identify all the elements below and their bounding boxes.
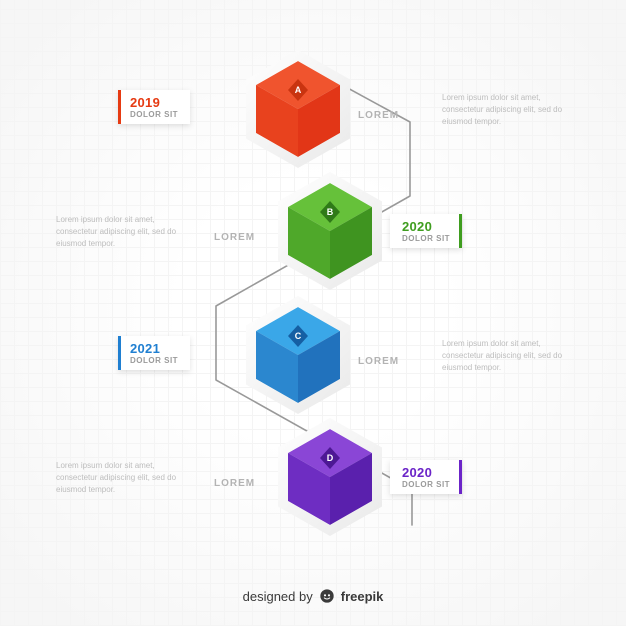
step-heading: LOREM	[358, 110, 399, 121]
step-paragraph: Lorem ipsum dolor sit amet, consectetur …	[442, 338, 582, 374]
year-subtitle: Dolor Sit	[130, 356, 178, 365]
step-paragraph: Lorem ipsum dolor sit amet, consectetur …	[56, 460, 196, 496]
step-heading: LOREM	[214, 478, 255, 489]
step-letter: C	[295, 331, 302, 341]
hexagon-outer: C	[246, 296, 350, 414]
step-letter: D	[327, 453, 334, 463]
footer-prefix: designed by	[243, 589, 313, 604]
step-letter: A	[295, 85, 302, 95]
year-badge: 2020 Dolor Sit	[390, 214, 462, 248]
hexagon-step: D	[278, 418, 382, 536]
year-label: 2020	[402, 219, 450, 234]
hexagon-inner: D	[288, 429, 372, 525]
badge-body: 2020 Dolor Sit	[390, 460, 459, 494]
hexagon-outer: D	[278, 418, 382, 536]
hexagon-step: B	[278, 172, 382, 290]
year-label: 2019	[130, 95, 178, 110]
step-heading: LOREM	[214, 232, 255, 243]
infographic-canvas: designed by freepik A 2019 Dolor Sit LOR…	[0, 0, 626, 626]
step-paragraph: Lorem ipsum dolor sit amet, consectetur …	[442, 92, 582, 128]
hexagon-step: A	[246, 50, 350, 168]
year-subtitle: Dolor Sit	[402, 234, 450, 243]
attribution-footer: designed by freepik	[0, 588, 626, 604]
step-heading: LOREM	[358, 356, 399, 367]
badge-body: 2020 Dolor Sit	[390, 214, 459, 248]
badge-body: 2019 Dolor Sit	[121, 90, 190, 124]
year-subtitle: Dolor Sit	[130, 110, 178, 119]
hexagon-step: C	[246, 296, 350, 414]
year-badge: 2019 Dolor Sit	[118, 90, 190, 124]
badge-accent-bar	[459, 460, 462, 494]
year-label: 2021	[130, 341, 178, 356]
hexagon-inner: A	[256, 61, 340, 157]
year-badge: 2021 Dolor Sit	[118, 336, 190, 370]
badge-body: 2021 Dolor Sit	[121, 336, 190, 370]
freepik-logo-icon	[319, 588, 335, 604]
step-letter: B	[327, 207, 334, 217]
hexagon-outer: B	[278, 172, 382, 290]
hexagon-inner: B	[288, 183, 372, 279]
year-badge: 2020 Dolor Sit	[390, 460, 462, 494]
badge-accent-bar	[459, 214, 462, 248]
step-paragraph: Lorem ipsum dolor sit amet, consectetur …	[56, 214, 196, 250]
year-label: 2020	[402, 465, 450, 480]
hexagon-inner: C	[256, 307, 340, 403]
footer-brand: freepik	[341, 589, 384, 604]
hexagon-outer: A	[246, 50, 350, 168]
year-subtitle: Dolor Sit	[402, 480, 450, 489]
